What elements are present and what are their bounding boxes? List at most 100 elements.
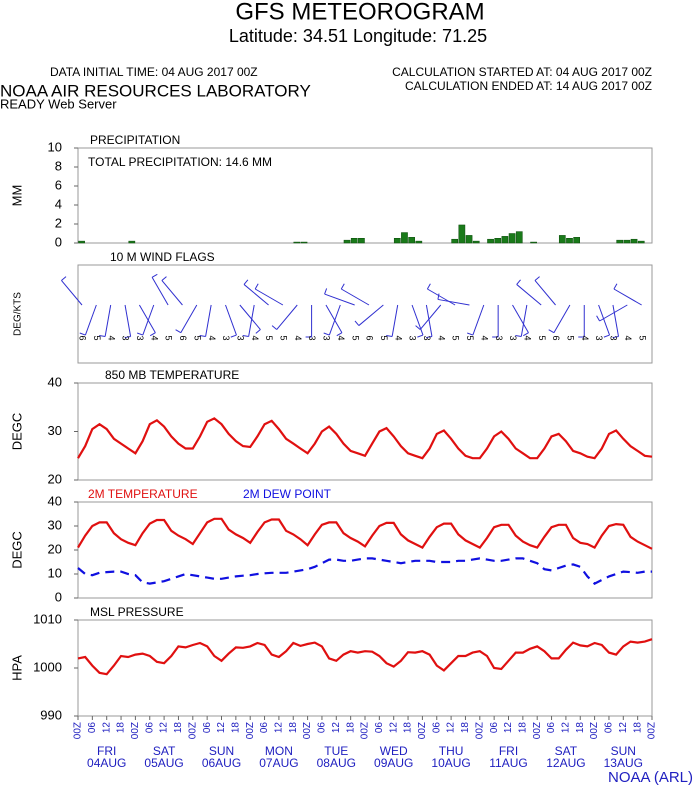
- series-line: [77, 417, 653, 460]
- wind-feather: [243, 279, 249, 285]
- precip-bar: [465, 235, 473, 244]
- precip-bar: [530, 241, 537, 244]
- x-tick-label: 18: [403, 722, 414, 734]
- wind-feather: [516, 279, 521, 285]
- x-tick-label: 00Z: [187, 722, 198, 739]
- wind-speed-label: 5: [264, 335, 274, 340]
- wind-feather: [612, 336, 619, 339]
- wind-barb: [358, 304, 384, 326]
- wind-feather: [467, 332, 474, 336]
- wind-speed-label: 3: [508, 335, 518, 340]
- x-tick-label: 18: [173, 722, 184, 734]
- x-tick-label: 00Z: [245, 722, 256, 739]
- wind-feather: [603, 334, 610, 338]
- wind-feather: [149, 332, 156, 337]
- day-label: SAT: [555, 744, 578, 758]
- day-label: SUN: [209, 744, 234, 758]
- precip-bar: [487, 238, 494, 244]
- legend-entry: 2M TEMPERATURE: [88, 487, 198, 501]
- wind-barb: [599, 304, 628, 322]
- date-label: 09AUG: [374, 756, 413, 770]
- x-tick-label: 06: [374, 722, 385, 734]
- init-time: DATA INITIAL TIME: 04 AUG 2017 00Z: [50, 65, 258, 79]
- wind-barb: [427, 288, 456, 306]
- x-tick-label: 18: [632, 722, 643, 734]
- panel-frame: [77, 147, 653, 244]
- wind-barb: [151, 277, 169, 306]
- y-axis-label: MM: [9, 185, 24, 207]
- precip-bar: [458, 224, 466, 244]
- wind-feather: [386, 334, 393, 338]
- day-label: TUE: [324, 744, 348, 758]
- panel-title: 10 M WIND FLAGS: [110, 250, 215, 264]
- wind-barb: [425, 304, 433, 337]
- wind-feather: [255, 329, 261, 334]
- annotation: TOTAL PRECIPITATION: 14.6 MM: [88, 155, 272, 169]
- x-tick-label: 18: [517, 722, 528, 734]
- y-tick-label: 4: [55, 196, 62, 211]
- panel-frame: [77, 619, 653, 717]
- wind-speed-label: 3: [135, 335, 145, 340]
- precip-bar: [637, 240, 645, 244]
- wind-feather: [425, 336, 433, 339]
- wind-speed-label: 5: [451, 335, 461, 340]
- day-label: FRI: [97, 744, 116, 758]
- series-line: [77, 517, 653, 550]
- wind-feather: [324, 288, 328, 295]
- day-label: SUN: [611, 744, 636, 758]
- precip-bar: [78, 240, 85, 244]
- wind-speed-label: 6: [551, 335, 561, 340]
- wind-barb: [248, 304, 255, 337]
- series-line: [77, 557, 652, 585]
- y-tick-label: 30: [48, 423, 62, 438]
- x-tick-label: 12: [216, 722, 227, 734]
- wind-speed-label: 5: [465, 335, 475, 340]
- date-label: 06AUG: [202, 756, 241, 770]
- date-label: 12AUG: [546, 756, 585, 770]
- wind-barb: [324, 293, 355, 306]
- precip-bar: [451, 238, 459, 244]
- date-label: 08AUG: [317, 756, 356, 770]
- wind-barb: [254, 288, 284, 306]
- date-label: 11AUG: [489, 756, 527, 770]
- wind-speed-label: 4: [106, 335, 116, 340]
- wind-barb: [328, 304, 341, 336]
- x-tick-label: 18: [575, 722, 586, 734]
- y-tick-label: 20: [48, 471, 62, 486]
- x-tick-label: 00Z: [417, 722, 428, 739]
- wind-speed-label: 5: [350, 335, 360, 340]
- wind-feather: [242, 334, 249, 338]
- wind-feather: [426, 283, 431, 290]
- y-axis-label: DEGC: [9, 531, 24, 569]
- x-tick-label: 00Z: [360, 722, 371, 739]
- y-tick-label: 40: [48, 374, 62, 389]
- wind-barb: [84, 304, 97, 336]
- y-tick-label: 40: [48, 493, 62, 508]
- x-tick-label: 00Z: [647, 722, 658, 739]
- wind-speed-label: 5: [164, 335, 174, 340]
- wind-barb: [598, 304, 611, 336]
- wind-speed-label: 4: [436, 335, 446, 340]
- wind-barb: [276, 304, 298, 330]
- y-tick-label: 0: [55, 589, 62, 604]
- x-tick-label: 12: [561, 722, 572, 734]
- wind-speed-label: 6: [78, 335, 88, 340]
- wind-barb: [553, 304, 571, 333]
- x-tick-label: 12: [446, 722, 457, 734]
- server-name: READY Web Server: [0, 96, 117, 111]
- wind-barb: [124, 304, 132, 337]
- x-tick-label: 00Z: [474, 722, 485, 739]
- precip-bar: [566, 238, 573, 244]
- wind-barb: [61, 280, 83, 306]
- precip-bar: [515, 231, 523, 244]
- credit: NOAA (ARL): [608, 769, 693, 786]
- wind-barb: [243, 284, 269, 306]
- wind-barb: [520, 304, 528, 337]
- wind-speed-label: 3: [408, 335, 418, 340]
- wind-feather: [99, 334, 106, 338]
- wind-feather: [417, 334, 424, 338]
- calc-started: CALCULATION STARTED AT: 04 AUG 2017 00Z: [392, 65, 652, 79]
- date-label: 04AUG: [87, 756, 126, 770]
- lab-name: NOAA AIR RESOURCES LABORATORY: [0, 81, 311, 100]
- day-label: MON: [265, 744, 293, 758]
